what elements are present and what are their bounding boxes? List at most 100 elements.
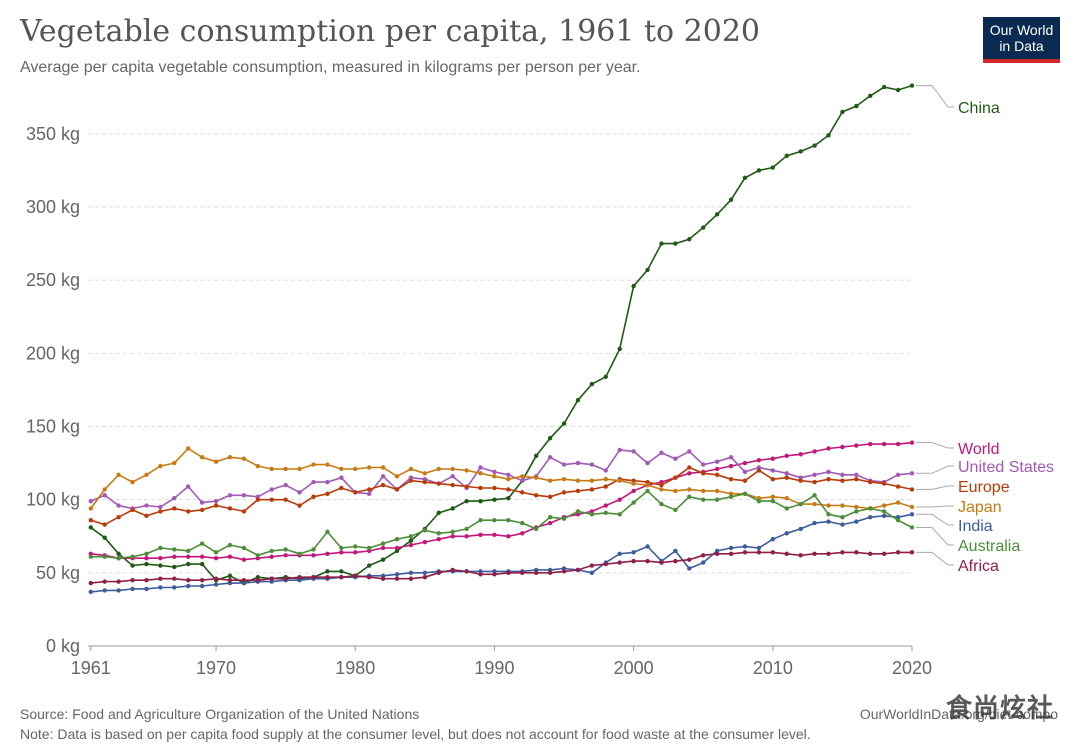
chart-title: Vegetable consumption per capita, 1961 t…	[20, 14, 760, 49]
data-point-china	[158, 563, 163, 568]
data-point-japan	[603, 477, 608, 482]
data-point-china	[506, 496, 511, 501]
data-point-world	[895, 441, 901, 447]
data-point-china	[366, 563, 372, 568]
data-point-europe	[144, 513, 149, 518]
logo-line-1: Our World	[989, 22, 1054, 38]
data-point-united-states	[742, 469, 748, 475]
note-text: Note: Data is based on per capita food s…	[20, 726, 811, 742]
data-point-africa	[547, 570, 553, 576]
legend-connector-india	[916, 513, 954, 526]
data-point-europe	[213, 503, 219, 508]
data-point-europe	[881, 481, 887, 486]
data-point-china	[88, 525, 93, 530]
data-point-africa	[464, 569, 469, 574]
data-point-india	[199, 583, 205, 589]
y-tick-label: 350 kg	[26, 124, 80, 144]
data-point-europe	[380, 482, 386, 488]
data-point-europe	[492, 485, 497, 491]
data-point-australia	[701, 497, 706, 502]
legend-label-japan: Japan	[958, 499, 1002, 516]
data-point-africa	[881, 551, 887, 557]
data-point-india	[88, 589, 93, 595]
data-point-world	[826, 446, 831, 451]
data-point-japan	[478, 471, 483, 476]
data-point-japan	[714, 488, 720, 494]
data-point-united-states	[325, 479, 330, 485]
data-point-japan	[325, 462, 330, 467]
data-point-china	[756, 168, 762, 173]
data-point-china	[478, 498, 483, 504]
data-point-world	[770, 456, 776, 461]
data-point-china	[868, 93, 873, 99]
data-point-china	[186, 561, 191, 567]
data-point-japan	[241, 456, 247, 461]
data-point-africa	[812, 551, 817, 557]
data-point-india	[617, 551, 622, 557]
data-point-japan	[297, 466, 302, 472]
data-point-united-states	[506, 472, 511, 478]
data-point-australia	[506, 517, 511, 523]
data-point-australia	[144, 551, 149, 557]
data-point-africa	[603, 561, 608, 567]
data-point-europe	[199, 507, 205, 513]
data-point-united-states	[631, 449, 636, 454]
data-point-japan	[645, 482, 650, 488]
data-point-united-states	[199, 500, 205, 505]
data-point-united-states	[227, 493, 233, 498]
data-point-china	[798, 149, 803, 154]
data-point-japan	[380, 465, 386, 470]
data-point-china	[687, 237, 692, 242]
data-point-china	[714, 212, 720, 217]
legend-label-india: India	[958, 518, 993, 535]
data-point-india	[213, 582, 219, 587]
data-point-world	[854, 443, 859, 448]
data-point-australia	[840, 515, 845, 520]
data-point-africa	[520, 570, 525, 576]
data-point-europe	[297, 503, 302, 508]
data-point-china	[659, 241, 664, 246]
legend-label-europe: Europe	[958, 479, 1010, 496]
data-point-india	[589, 570, 595, 576]
data-point-africa	[213, 576, 219, 581]
data-point-united-states	[784, 471, 789, 476]
data-point-africa	[297, 575, 302, 580]
data-point-world	[311, 553, 316, 558]
owid-logo[interactable]: Our World in Data	[983, 17, 1060, 63]
data-point-japan	[408, 466, 414, 472]
data-point-europe	[186, 509, 191, 514]
data-point-india	[909, 512, 915, 517]
data-point-africa	[325, 575, 330, 580]
data-point-europe	[520, 490, 525, 495]
data-point-china	[728, 197, 734, 202]
data-point-world	[436, 536, 441, 542]
data-point-africa	[199, 577, 205, 583]
data-point-africa	[492, 572, 497, 577]
data-point-australia	[714, 497, 720, 502]
x-tick-label: 1961	[71, 658, 111, 678]
data-point-united-states	[311, 479, 316, 485]
data-point-india	[701, 560, 706, 565]
data-point-world	[227, 554, 233, 559]
source-url-link[interactable]: OurWorldInData.org/diet-compo	[859, 706, 1058, 722]
data-point-world	[756, 457, 762, 463]
data-point-india	[186, 583, 191, 589]
data-point-china	[547, 436, 553, 441]
data-point-china	[339, 569, 344, 574]
data-point-europe	[269, 497, 274, 502]
data-point-japan	[199, 455, 205, 460]
data-point-china	[770, 165, 776, 170]
data-point-china	[840, 109, 845, 115]
data-point-europe	[450, 482, 455, 488]
data-point-china	[589, 381, 595, 387]
data-point-europe	[687, 465, 692, 470]
data-point-europe	[158, 509, 163, 514]
x-tick-label: 2020	[892, 658, 932, 678]
y-tick-label: 50 kg	[36, 563, 80, 583]
data-point-europe	[255, 497, 261, 502]
data-point-world	[492, 532, 497, 537]
data-point-united-states	[297, 490, 302, 495]
data-point-africa	[353, 573, 358, 578]
data-point-china	[895, 87, 901, 93]
data-point-india	[422, 570, 428, 576]
